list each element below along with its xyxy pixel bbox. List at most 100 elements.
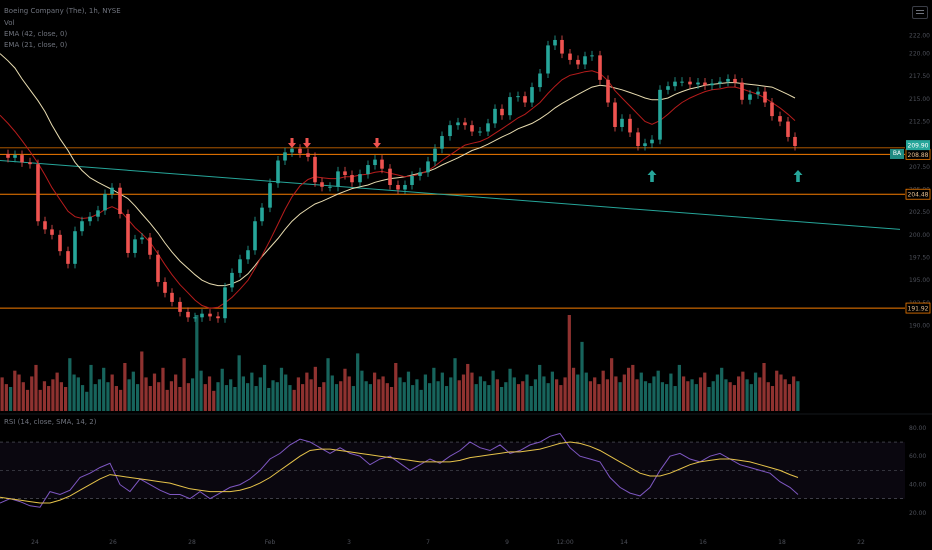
candle-body [516, 96, 520, 98]
volume-bar [372, 372, 377, 411]
volume-bar [186, 383, 190, 411]
candle-body [328, 186, 332, 188]
candle-body [148, 237, 152, 255]
candle-body [696, 82, 700, 85]
volume-bar [347, 376, 351, 411]
volume-bar [432, 367, 436, 411]
price-tick-label: 190.00 [909, 322, 930, 329]
volume-bar [444, 386, 449, 411]
candle-body [373, 159, 377, 166]
volume-bar [703, 372, 707, 411]
candle-body [350, 175, 354, 183]
candle-body [336, 171, 340, 187]
volume-bar [707, 387, 711, 411]
candle-body [306, 153, 310, 157]
volume-bar [567, 315, 571, 411]
candle-body [613, 102, 617, 127]
candle-body [530, 87, 534, 103]
candle-body [380, 159, 384, 169]
time-tick-label: 26 [109, 539, 117, 546]
volume-bar [63, 387, 68, 411]
volume-bar [601, 370, 605, 411]
volume-bars [0, 315, 800, 411]
volume-bar [584, 372, 588, 411]
candle-body [756, 91, 760, 95]
volume-bar [423, 374, 428, 411]
candle-body [486, 123, 490, 132]
volume-bar [457, 380, 461, 411]
volume-bar [47, 386, 51, 411]
volume-bar [508, 368, 512, 411]
candle-body [396, 184, 400, 190]
volume-bar [478, 376, 483, 411]
volume-bar [55, 372, 59, 411]
volume-bar [673, 386, 677, 411]
price-tick-label: 215.00 [909, 96, 930, 103]
candle-body [568, 53, 572, 60]
candle-body [493, 108, 497, 124]
chart-settings-icon[interactable] [912, 6, 928, 19]
volume-bar [449, 377, 453, 411]
candle-body [793, 136, 797, 147]
volume-bar [190, 378, 195, 411]
volume-bar [720, 367, 724, 411]
chart-title: Boeing Company (The), 1h, NYSE [4, 7, 121, 15]
candle-body [28, 162, 32, 165]
volume-bar [690, 379, 694, 411]
arrow-down-icon [373, 138, 381, 148]
candle-body [553, 39, 557, 46]
volume-bar [571, 367, 576, 411]
volume-bar [85, 391, 89, 411]
volume-bar [529, 386, 533, 411]
volume-bar [411, 385, 415, 411]
volume-bar [466, 363, 470, 411]
volume-bar [114, 386, 119, 411]
volume-bar [4, 384, 8, 411]
price-tick-label: 222.00 [909, 32, 930, 39]
volume-bar [665, 384, 669, 411]
volume-bar [643, 381, 648, 411]
ema-layer [0, 53, 796, 309]
ema-fast-line [0, 70, 796, 309]
candle-body [680, 81, 684, 83]
candle-body [666, 86, 670, 90]
volume-bar [59, 382, 63, 411]
candle-body [440, 136, 444, 149]
volume-bar [0, 377, 4, 411]
candle-body [606, 79, 610, 103]
volume-bar [30, 376, 34, 411]
candle-body [20, 155, 24, 163]
volume-bar [715, 374, 720, 411]
ema-fast-legend: EMA (21, close, 0) [4, 41, 68, 49]
volume-bar [550, 371, 554, 411]
candle-body [710, 83, 714, 86]
volume-bar [656, 370, 660, 411]
arrow-down-icon [303, 138, 311, 148]
price-tick-label: 212.50 [909, 119, 930, 126]
price-axis: 222.00220.00217.50215.00212.50210.00207.… [905, 32, 931, 517]
volume-bar [296, 377, 301, 411]
volume-bar [110, 374, 114, 411]
volume-bar [309, 379, 313, 411]
time-tick-label: 24 [31, 539, 39, 546]
volume-bar [203, 384, 207, 411]
candle-body [433, 148, 437, 162]
volume-bar [135, 384, 140, 411]
time-tick-label: 28 [188, 539, 196, 546]
candle-body [740, 82, 744, 100]
volume-bar [42, 381, 47, 411]
candle-body [546, 45, 550, 74]
rsi-line [0, 432, 799, 508]
volume-bar [626, 367, 631, 411]
candle-body [726, 78, 730, 82]
candle-body [778, 116, 782, 122]
candle-body [388, 168, 392, 185]
candle-body [523, 96, 527, 103]
candle-body [170, 292, 174, 302]
level-label-box [905, 188, 931, 200]
candle-body [470, 125, 474, 132]
volume-legend: Vol [4, 19, 15, 27]
volume-bar [241, 376, 246, 411]
candle-body [763, 91, 767, 103]
